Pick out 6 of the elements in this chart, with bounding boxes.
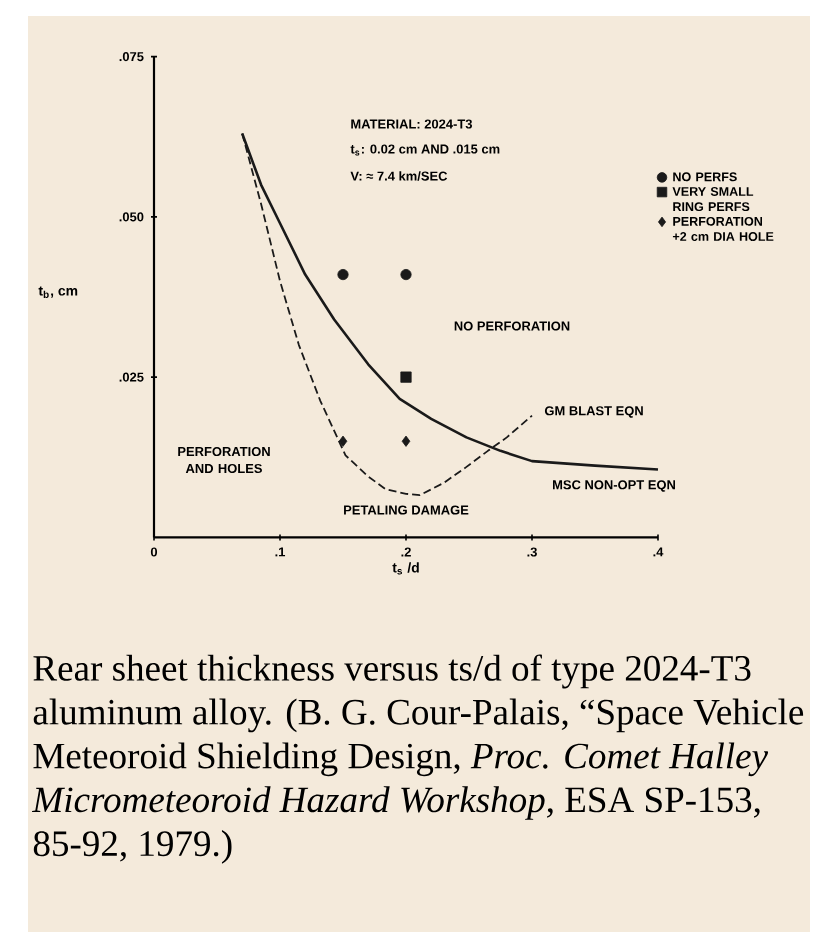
point (400, 268, 412, 281)
point (401, 435, 411, 447)
point (338, 435, 348, 447)
point (400, 371, 412, 383)
text: Rear sheet thickness versus ts/d of type 2024-T3 aluminum alloy. (B. G. Cour-Palais, “Space Vehicle Meteoroid Shielding Design, Proc. Comet Halley Micrometeoroid Hazard Workshop, ESA SP-153, 85-92, 1979.) (31, 654, 804, 864)
point (337, 268, 349, 281)
